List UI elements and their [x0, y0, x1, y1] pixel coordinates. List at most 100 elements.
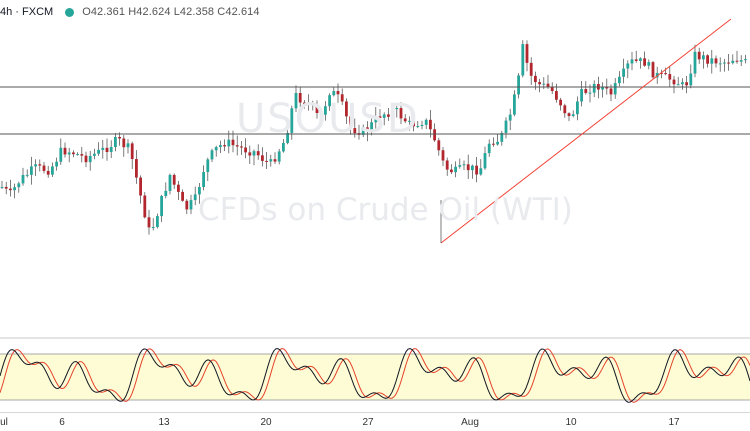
candle-body	[294, 92, 298, 109]
candle-body	[139, 177, 142, 196]
candle-body	[693, 51, 697, 74]
candle-body	[172, 174, 176, 185]
candle-body	[672, 79, 676, 85]
candle-body	[46, 170, 50, 175]
candle-body	[424, 119, 428, 125]
candle-body	[576, 101, 579, 115]
candle-body	[214, 147, 218, 151]
candle-body	[479, 168, 483, 175]
candle-body	[370, 122, 373, 132]
candle-body	[483, 153, 487, 169]
candle-body	[714, 58, 718, 64]
candle-body	[462, 164, 466, 166]
trendline	[440, 18, 732, 244]
candle-body	[269, 159, 273, 162]
candle-body	[160, 196, 163, 217]
candle-body	[529, 62, 533, 76]
candle-body	[122, 138, 126, 148]
candle-body	[366, 127, 369, 132]
candle-body	[311, 103, 315, 106]
candle-body	[630, 59, 634, 64]
candle-body	[328, 95, 331, 107]
candle-body	[265, 160, 268, 162]
candle-body	[416, 126, 420, 128]
candle-body	[244, 147, 247, 153]
candle-body	[248, 152, 252, 156]
candle-body	[340, 94, 344, 102]
candle-body	[395, 108, 399, 110]
candle-body	[147, 217, 151, 228]
candle-body	[349, 116, 352, 129]
candle-body	[538, 82, 541, 85]
candle-body	[420, 124, 424, 127]
candle-body	[181, 191, 184, 201]
candle-body	[164, 190, 168, 197]
candle-body	[391, 109, 394, 117]
candle-body	[731, 60, 735, 64]
candle-body	[433, 129, 436, 141]
time-axis-label: ul	[0, 417, 8, 428]
candle-body	[177, 184, 180, 192]
candle-body	[504, 120, 508, 133]
candle-body	[403, 118, 407, 122]
candle-body	[21, 174, 25, 184]
candle-body	[353, 128, 357, 134]
time-axis[interactable]: ul 6 13 20 27 Aug 10 17	[0, 412, 750, 431]
time-axis-label: 27	[362, 417, 374, 428]
candle-body	[101, 147, 105, 150]
candle-body	[508, 114, 512, 121]
candle-body	[319, 113, 323, 115]
candle-body	[235, 145, 239, 147]
candle-body	[643, 58, 646, 66]
candle-body	[17, 183, 21, 188]
candle-body	[664, 73, 667, 75]
stochastic-band	[0, 354, 750, 400]
stochastic-k-line	[0, 347, 750, 403]
candle-body	[93, 153, 96, 156]
time-axis-label: 17	[668, 417, 680, 428]
candle-body	[513, 94, 516, 115]
symbol-label: 4h · FXCM	[0, 6, 54, 18]
candle-body	[559, 99, 562, 106]
candle-body	[702, 55, 705, 60]
candle-body	[521, 44, 525, 76]
candle-body	[676, 84, 680, 86]
candle-body	[51, 166, 54, 175]
candle-body	[475, 165, 478, 175]
stochastic-d-line	[0, 347, 750, 403]
candle-body	[592, 84, 596, 93]
candle-body	[210, 150, 214, 160]
candle-body	[126, 143, 130, 148]
candle-body	[723, 62, 726, 64]
candle-body	[97, 149, 100, 154]
candle-body	[500, 132, 504, 142]
candle-body	[613, 83, 617, 95]
candle-body	[567, 113, 571, 117]
candle-body	[546, 83, 550, 88]
candle-body	[580, 89, 583, 102]
candle-body	[315, 105, 319, 114]
price-chart[interactable]	[0, 0, 750, 412]
candle-body	[135, 159, 138, 178]
candle-body	[25, 174, 29, 176]
candle-body	[466, 164, 470, 171]
candle-body	[219, 145, 222, 148]
candle-body	[63, 147, 67, 155]
candle-body	[492, 143, 495, 145]
candle-body	[660, 72, 663, 74]
candle-body	[168, 174, 172, 191]
candle-body	[437, 140, 441, 151]
candle-body	[584, 89, 588, 93]
candle-body	[143, 195, 147, 218]
candle-body	[290, 108, 294, 133]
time-axis-label: 6	[59, 417, 65, 428]
candle-body	[223, 145, 226, 147]
candle-body	[76, 154, 79, 156]
candle-body	[647, 62, 651, 66]
candle-body	[441, 150, 445, 161]
candle-body	[252, 151, 256, 156]
chart-header: 4h · FXCM O42.361 H42.624 L42.358 C42.61…	[0, 4, 260, 20]
candle-body	[681, 82, 684, 85]
candle-body	[118, 136, 121, 139]
